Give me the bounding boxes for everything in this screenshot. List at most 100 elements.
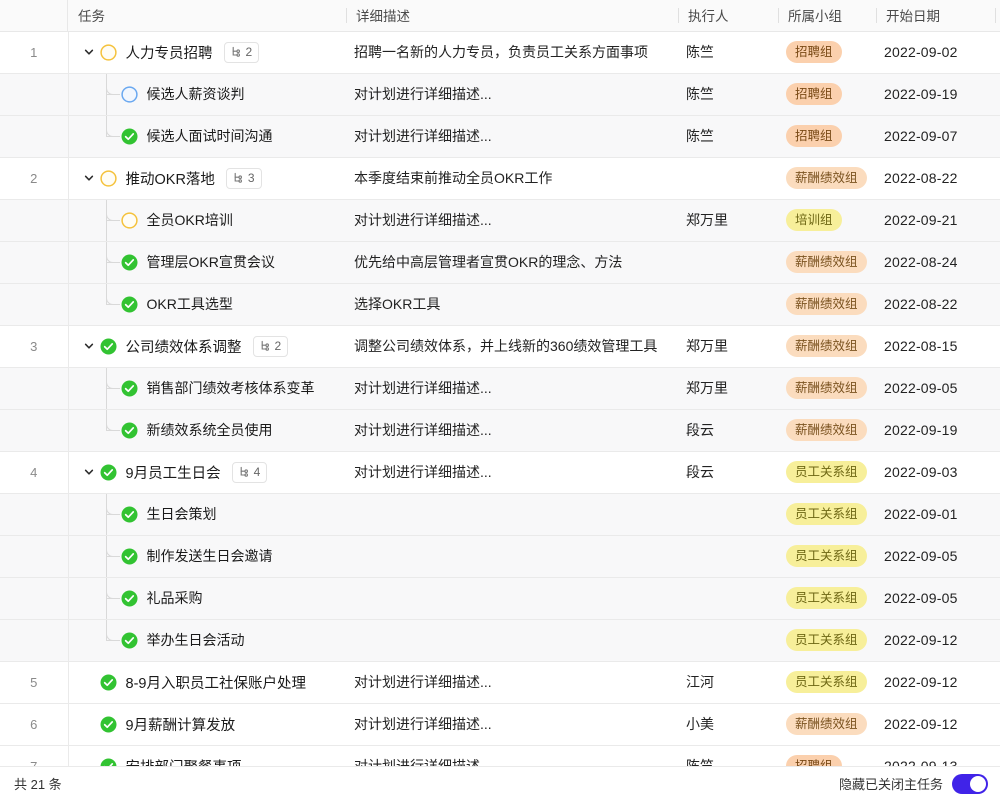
status-done-icon[interactable] — [121, 128, 138, 145]
team-tag: 薪酬绩效组 — [786, 713, 867, 735]
task-assignee: 江河 — [678, 661, 778, 704]
task-cell-inner: 人力专员招聘 2 — [69, 32, 347, 73]
task-assignee — [678, 241, 778, 284]
table-row[interactable]: 管理层OKR宣贯会议 优先给中高层管理者宣贯OKR的理念、方法 薪酬绩效组 2022-… — [0, 241, 1000, 284]
table-row[interactable]: 销售部门绩效考核体系变革 对计划进行详细描述... 郑万里 薪酬绩效组 2022-09-… — [0, 367, 1000, 410]
subtask-count-badge[interactable]: 3 — [225, 167, 262, 189]
chevron-down-icon[interactable] — [81, 464, 97, 480]
team-tag: 员工关系组 — [786, 503, 867, 525]
team-tag: 招聘组 — [786, 755, 842, 766]
table-row[interactable]: 4 9月员工生日会 4 对计划进行详细描述... 段云 员工关系组 2022-09-03 — [0, 451, 1000, 494]
table-row[interactable]: 6 9月薪酬计算发放 对计划进行详细描述... 小美 薪酬绩效组 2022-09-12 — [0, 703, 1000, 746]
task-name: 8-9月入职员工社保账户处理 — [125, 675, 306, 692]
status-done-icon[interactable] — [121, 296, 138, 313]
table-row[interactable]: 新绩效系统全员使用 对计划进行详细描述... 段云 薪酬绩效组 2022-09-19 — [0, 409, 1000, 452]
status-pending-icon[interactable] — [99, 43, 117, 61]
task-team-cell: 员工关系组 — [778, 535, 876, 578]
column-header-team[interactable]: 所属小组 — [778, 0, 876, 32]
task-description — [346, 619, 678, 662]
task-start-date: 2022-09-19 — [876, 73, 1000, 116]
task-cell-inner: 公司绩效体系调整 2 — [69, 326, 347, 367]
hide-closed-tasks-toggle[interactable] — [952, 773, 988, 794]
task-cell-inner: 8-9月入职员工社保账户处理 — [69, 662, 347, 703]
table-row[interactable]: OKR工具选型 选择OKR工具 薪酬绩效组 2022-08-22 — [0, 283, 1000, 326]
row-index: 7 — [0, 745, 69, 766]
table-row[interactable]: 制作发送生日会邀请 员工关系组 2022-09-05 — [0, 535, 1000, 578]
task-description: 优先给中高层管理者宣贯OKR的理念、方法 — [346, 241, 678, 284]
team-tag: 招聘组 — [786, 83, 842, 105]
status-done-icon[interactable] — [100, 464, 117, 481]
task-description — [346, 577, 678, 620]
task-assignee: 陈竺 — [678, 73, 778, 116]
status-done-icon[interactable] — [100, 338, 117, 355]
tree-connector — [69, 283, 121, 325]
status-done-icon[interactable] — [121, 254, 138, 271]
task-description — [346, 535, 678, 578]
team-tag: 员工关系组 — [786, 587, 867, 609]
status-done-icon[interactable] — [121, 548, 138, 565]
status-done-icon[interactable] — [121, 380, 138, 397]
chevron-down-icon[interactable] — [81, 338, 97, 354]
task-cell: 安排部门聚餐事项 — [68, 745, 346, 766]
chevron-down-icon[interactable] — [81, 170, 97, 186]
row-index: 1 — [0, 31, 69, 74]
task-cell-inner: 生日会策划 — [69, 493, 347, 534]
row-index — [0, 409, 69, 452]
task-description: 本季度结束前推动全员OKR工作 — [346, 157, 678, 200]
tree-connector — [69, 115, 121, 157]
table-row[interactable]: 5 8-9月入职员工社保账户处理 对计划进行详细描述... 江河 员工关系组 2022-0… — [0, 661, 1000, 704]
team-tag: 薪酬绩效组 — [786, 377, 867, 399]
task-cell-inner: 制作发送生日会邀请 — [69, 535, 347, 576]
task-name: 安排部门聚餐事项 — [126, 756, 242, 767]
task-start-date: 2022-09-03 — [876, 451, 1000, 494]
task-team-cell: 员工关系组 — [778, 493, 876, 536]
task-cell-inner: 全员OKR培训 — [69, 199, 347, 240]
chevron-down-icon[interactable] — [81, 44, 97, 60]
status-done-icon[interactable] — [121, 590, 138, 607]
tree-connector — [69, 493, 121, 534]
status-done-icon[interactable] — [121, 632, 138, 649]
task-table-scroll-area[interactable]: 任务 详细描述 执行人 所属小组 开始日期 1 人力专员招聘 2 招聘一名新的人力专员… — [0, 0, 1000, 766]
total-count-label: 共 21 条 — [14, 777, 62, 792]
status-progress-icon[interactable] — [120, 85, 138, 103]
tree-connector — [69, 367, 121, 408]
task-start-date: 2022-09-12 — [876, 619, 1000, 662]
table-row[interactable]: 生日会策划 员工关系组 2022-09-01 — [0, 493, 1000, 536]
table-row[interactable]: 举办生日会活动 员工关系组 2022-09-12 — [0, 619, 1000, 662]
task-cell-inner: 新绩效系统全员使用 — [69, 409, 347, 451]
column-header-start-date[interactable]: 开始日期 — [876, 0, 1000, 32]
table-row[interactable]: 候选人面试时间沟通 对计划进行详细描述... 陈竺 招聘组 2022-09-07 — [0, 115, 1000, 158]
task-start-date: 2022-09-19 — [876, 409, 1000, 452]
task-assignee: 郑万里 — [678, 199, 778, 242]
task-name: 全员OKR培训 — [146, 212, 233, 228]
status-done-icon[interactable] — [121, 506, 138, 523]
task-cell: 候选人薪资谈判 — [68, 73, 346, 116]
status-done-icon[interactable] — [100, 716, 117, 733]
team-tag: 培训组 — [786, 209, 842, 231]
status-pending-icon[interactable] — [120, 211, 138, 229]
task-assignee: 郑万里 — [678, 367, 778, 410]
task-cell: 全员OKR培训 — [68, 199, 347, 242]
team-tag: 薪酬绩效组 — [786, 167, 867, 189]
table-row[interactable]: 候选人薪资谈判 对计划进行详细描述... 陈竺 招聘组 2022-09-19 — [0, 73, 1000, 116]
task-team-cell: 薪酬绩效组 — [778, 283, 876, 326]
subtask-count-badge[interactable]: 2 — [223, 41, 260, 63]
table-row[interactable]: 全员OKR培训 对计划进行详细描述... 郑万里 培训组 2022-09-21 — [0, 199, 1000, 242]
row-index — [0, 535, 69, 578]
table-row[interactable]: 3 公司绩效体系调整 2 调整公司绩效体系，并上线新的360绩效管理工具 郑万里 薪酬绩效… — [0, 325, 1000, 368]
status-done-icon[interactable] — [100, 758, 117, 766]
subtask-count-badge[interactable]: 4 — [231, 461, 268, 483]
table-row[interactable]: 2 推动OKR落地 3 本季度结束前推动全员OKR工作 薪酬绩效组 2022-08-22 — [0, 157, 1000, 200]
status-done-icon[interactable] — [100, 674, 117, 691]
column-header-description[interactable]: 详细描述 — [346, 0, 678, 32]
subtask-count-badge[interactable]: 2 — [252, 335, 289, 357]
column-header-assignee[interactable]: 执行人 — [678, 0, 778, 32]
column-header-task[interactable]: 任务 — [68, 0, 346, 32]
table-row[interactable]: 礼品采购 员工关系组 2022-09-05 — [0, 577, 1000, 620]
status-done-icon[interactable] — [121, 422, 138, 439]
status-pending-icon[interactable] — [99, 169, 117, 187]
hide-closed-tasks-label: 隐藏已关闭主任务 — [838, 777, 943, 792]
table-row[interactable]: 1 人力专员招聘 2 招聘一名新的人力专员，负责员工关系方面事项 陈竺 招聘组 2022-0… — [0, 31, 1000, 74]
